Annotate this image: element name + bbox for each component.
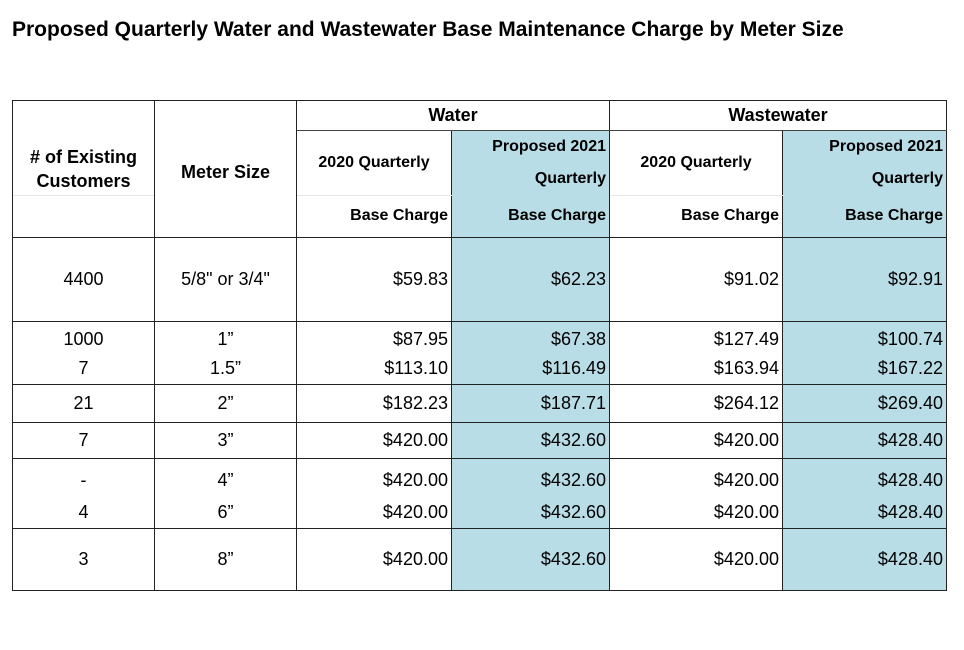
customers-cell: 7: [12, 354, 155, 385]
wastewater-2020-header: 2020 Quarterly: [609, 130, 783, 196]
water-2021-cell: $62.23: [451, 237, 610, 322]
customers-header: # of Existing Customers: [12, 100, 155, 195]
table-row: 4 6” $420.00 $432.60 $420.00 $428.40: [12, 498, 947, 529]
water-2021-cell: $432.60: [451, 422, 610, 459]
water-2021-cell: $432.60: [451, 498, 610, 529]
water-2020-cell: $87.95: [296, 321, 452, 354]
water-2021-cell: $432.60: [451, 458, 610, 498]
wastewater-2020-base-charge-header: Base Charge: [609, 195, 783, 238]
water-2021-cell: $116.49: [451, 354, 610, 385]
table-row: 7 3” $420.00 $432.60 $420.00 $428.40: [12, 422, 947, 459]
customers-header-spacer: [12, 194, 155, 238]
wastewater-2020-cell: $420.00: [609, 498, 783, 529]
water-2021-cell: $432.60: [451, 528, 610, 591]
table-row: 1000 1” $87.95 $67.38 $127.49 $100.74: [12, 321, 947, 354]
water-proposed-base-charge-header: Base Charge: [451, 195, 610, 238]
table-row: 21 2” $182.23 $187.71 $264.12 $269.40: [12, 384, 947, 423]
wastewater-2020-cell: $163.94: [609, 354, 783, 385]
rate-table: # of Existing Customers Meter Size Water…: [12, 100, 947, 591]
wastewater-2021-cell: $167.22: [782, 354, 947, 385]
meter-size-cell: 3”: [154, 422, 297, 459]
water-proposed-header-line1: Proposed 2021: [492, 138, 606, 155]
wastewater-proposed-header-line2: Quarterly: [871, 170, 943, 187]
customers-cell: 21: [12, 384, 155, 423]
wastewater-2020-cell: $127.49: [609, 321, 783, 354]
wastewater-2020-cell: $91.02: [609, 237, 783, 322]
wastewater-2021-cell: $428.40: [782, 528, 947, 591]
wastewater-proposed-header: Proposed 2021 Quarterly: [782, 130, 947, 195]
customers-cell: 1000: [12, 321, 155, 354]
water-group-header: Water: [296, 100, 610, 131]
meter-size-cell: 1”: [154, 321, 297, 354]
meter-size-header: Meter Size: [154, 100, 297, 238]
customers-header-line1: # of Existing: [29, 146, 137, 167]
water-2021-cell: $187.71: [451, 384, 610, 423]
water-2020-cell: $182.23: [296, 384, 452, 423]
customers-header-line2: Customers: [36, 170, 131, 191]
wastewater-2020-cell: $420.00: [609, 458, 783, 498]
table-row: 3 8” $420.00 $432.60 $420.00 $428.40: [12, 528, 947, 591]
wastewater-2021-cell: $428.40: [782, 422, 947, 459]
water-2020-cell: $420.00: [296, 498, 452, 529]
meter-size-cell: 8”: [154, 528, 297, 591]
water-2020-base-charge-header: Base Charge: [296, 195, 452, 238]
wastewater-proposed-base-charge-header: Base Charge: [782, 195, 947, 238]
header-row-groups: # of Existing Customers Meter Size Water…: [12, 100, 947, 238]
header-row-titles: 2020 Quarterly Proposed 2021 Quarterly 2…: [13, 130, 947, 196]
table-row: - 4” $420.00 $432.60 $420.00 $428.40: [12, 458, 947, 498]
meter-size-cell: 1.5”: [154, 354, 297, 385]
water-2021-cell: $67.38: [451, 321, 610, 354]
header-row-base-charge: Base Charge Base Charge Base Charge Base…: [12, 194, 947, 238]
wastewater-2021-cell: $92.91: [782, 237, 947, 322]
customers-cell: 3: [12, 528, 155, 591]
water-proposed-header-line2: Quarterly: [534, 170, 606, 187]
water-2020-header: 2020 Quarterly: [296, 130, 452, 196]
table-row: 4400 5/8" or 3/4" $59.83 $62.23 $91.02 $…: [12, 237, 947, 322]
wastewater-2021-cell: $428.40: [782, 458, 947, 498]
water-2020-cell: $113.10: [296, 354, 452, 385]
wastewater-proposed-header-line1: Proposed 2021: [829, 138, 943, 155]
wastewater-2021-cell: $269.40: [782, 384, 947, 423]
customers-cell: 4400: [12, 237, 155, 322]
meter-size-cell: 5/8" or 3/4": [154, 237, 297, 322]
water-2020-cell: $59.83: [296, 237, 452, 322]
customers-cell: 4: [12, 498, 155, 529]
wastewater-2021-cell: $100.74: [782, 321, 947, 354]
wastewater-2020-cell: $264.12: [609, 384, 783, 423]
table-row: 7 1.5” $113.10 $116.49 $163.94 $167.22: [12, 354, 947, 385]
wastewater-2020-cell: $420.00: [609, 422, 783, 459]
wastewater-2021-cell: $428.40: [782, 498, 947, 529]
water-2020-cell: $420.00: [296, 458, 452, 498]
page-title: Proposed Quarterly Water and Wastewater …: [12, 18, 844, 41]
customers-cell: 7: [12, 422, 155, 459]
meter-size-cell: 4”: [154, 458, 297, 498]
meter-size-cell: 2”: [154, 384, 297, 423]
meter-size-cell: 6”: [154, 498, 297, 529]
wastewater-group-header: Wastewater: [609, 100, 947, 131]
water-proposed-header: Proposed 2021 Quarterly: [451, 130, 610, 195]
customers-cell: -: [12, 458, 155, 498]
wastewater-2020-cell: $420.00: [609, 528, 783, 591]
water-2020-cell: $420.00: [296, 422, 452, 459]
water-2020-cell: $420.00: [296, 528, 452, 591]
